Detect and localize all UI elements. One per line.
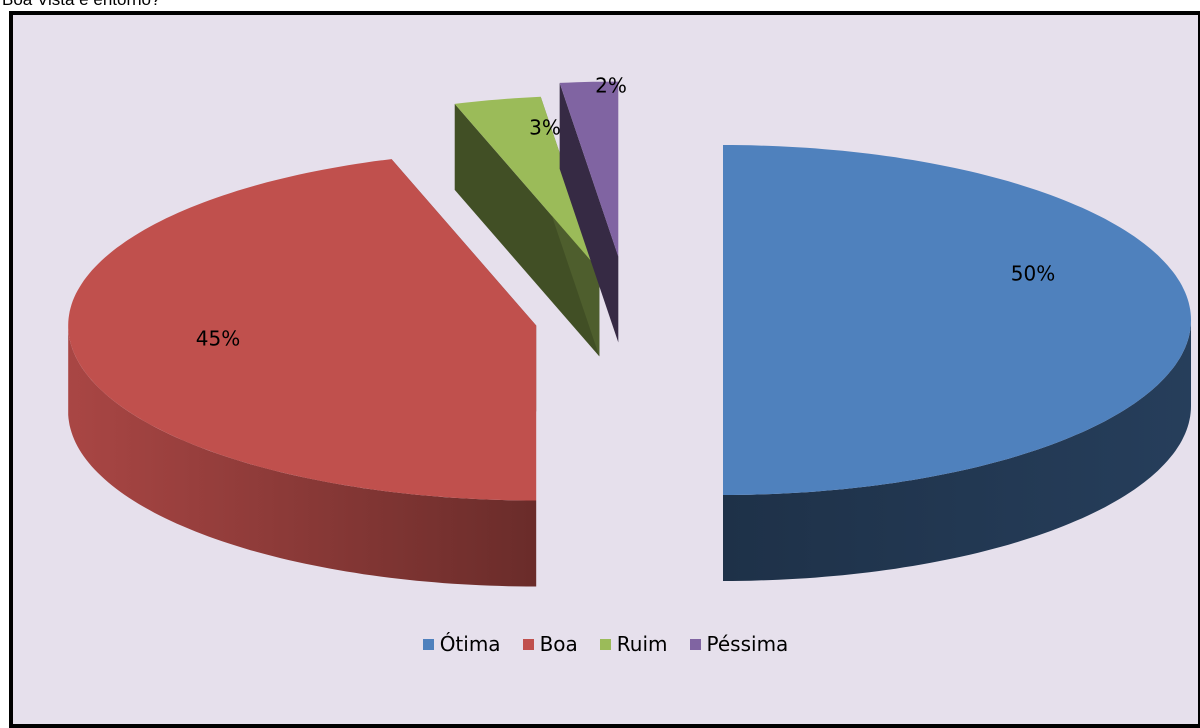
legend-label-pessima: Péssima [706,632,789,656]
data-label-ruim: 3% [529,116,561,140]
chart-area: 50% 45% 3% 2% Ótima Boa Ruim Péssima [9,11,1200,728]
pie-side-ruim-0 [454,103,600,357]
pie-top-ruim [454,96,600,271]
pie-side-pessima-0 [559,82,619,343]
legend-label-boa: Boa [539,632,578,656]
pie-top-pessima [559,81,619,257]
pie-top-boa [68,159,537,501]
legend-swatch-ruim [599,638,611,650]
data-label-pessima: 2% [595,74,627,98]
legend: Ótima Boa Ruim Péssima [13,632,1198,656]
pie-chart: 50% 45% 3% 2% [68,74,1191,587]
pie-rim-otima [723,320,1191,581]
pie-slice-boa [68,159,537,587]
legend-item-ruim: Ruim [599,632,668,656]
legend-label-ruim: Ruim [616,632,668,656]
data-label-otima: 50% [1011,262,1055,286]
legend-label-otima: Ótima [439,632,501,656]
pie-top-otima [723,145,1191,495]
legend-swatch-boa [522,638,534,650]
legend-swatch-pessima [689,638,701,650]
data-label-boa: 45% [196,327,240,351]
legend-item-otima: Ótima [422,632,501,656]
pie-slice-ruim [454,96,600,357]
legend-swatch-otima [422,638,434,650]
legend-item-pessima: Péssima [689,632,789,656]
legend-item-boa: Boa [522,632,578,656]
pie-rim-boa [68,325,537,587]
chart-caption: Boa Vista e entorno? [2,0,160,10]
pie-slice-pessima [559,81,619,343]
pie-slice-otima [723,145,1191,581]
